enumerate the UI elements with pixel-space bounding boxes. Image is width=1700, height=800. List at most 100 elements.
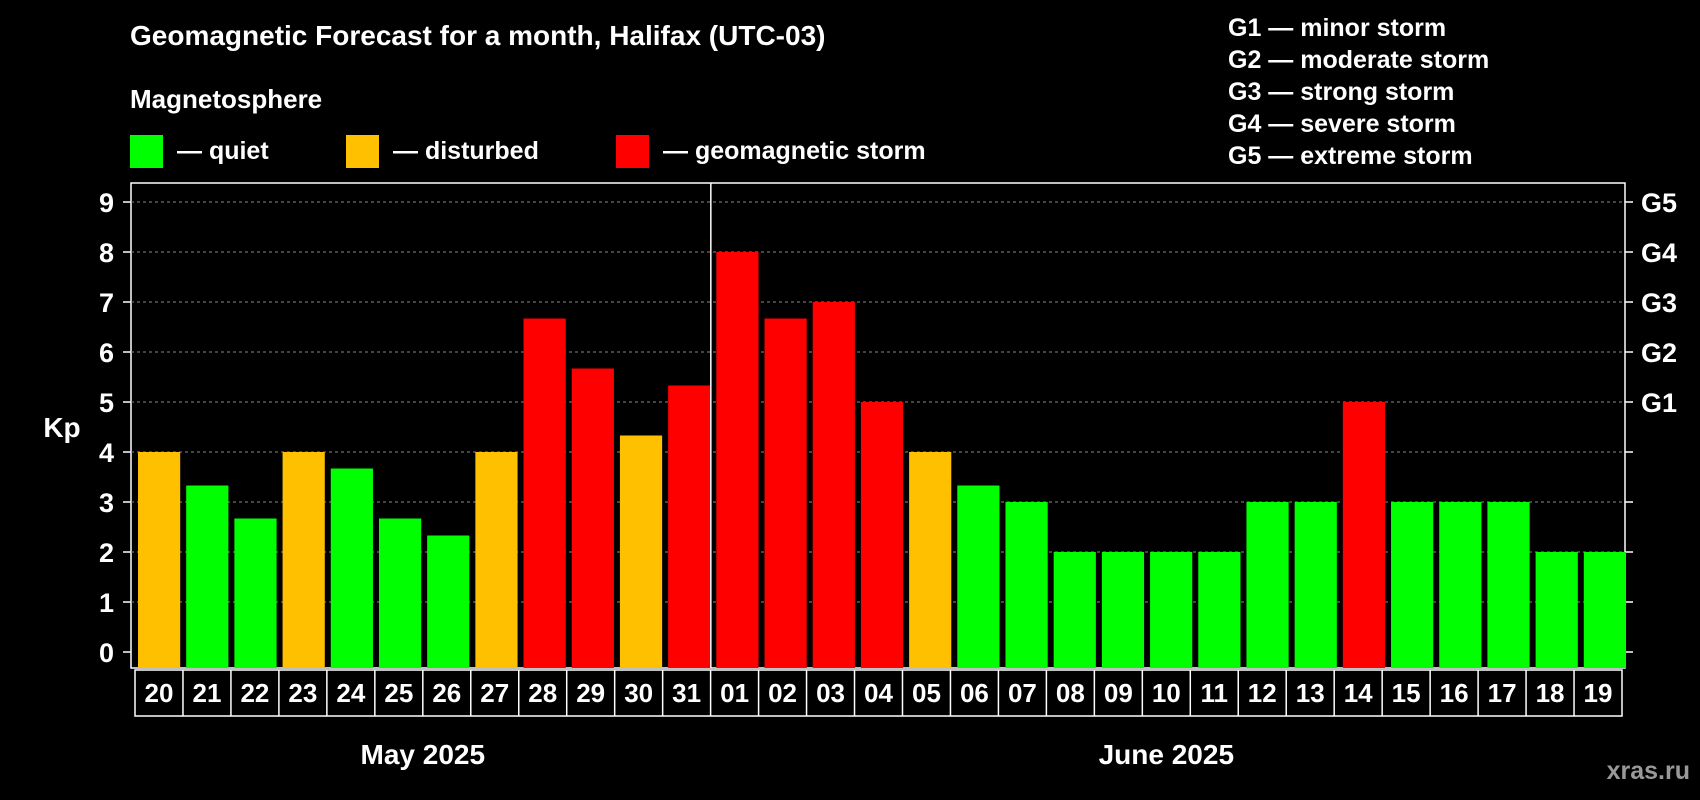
x-tick-label: 16 [1440,678,1469,708]
x-tick-label: 18 [1536,678,1565,708]
x-tick-label: 24 [336,678,365,708]
bar [1294,502,1337,668]
bar [957,485,1000,668]
bar [330,468,373,668]
legend-swatch-quiet [130,134,163,168]
x-tick-label: 30 [624,678,653,708]
x-tick-label: 21 [192,678,221,708]
y-tick-label: 2 [99,538,114,568]
y-tick-label: 4 [99,438,114,468]
bar [716,252,759,668]
bar [1487,502,1530,668]
x-tick-label: 27 [480,678,509,708]
month-label: May 2025 [361,739,486,770]
x-tick-label: 29 [576,678,605,708]
legend-label-storm: — geomagnetic storm [663,136,926,165]
bar [1342,402,1386,668]
y-axis-label: Kp [43,412,80,443]
g-axis-label: G2 [1641,338,1677,368]
y-tick-label: 5 [99,388,114,418]
x-tick-label: 25 [384,678,413,708]
bar [1101,552,1145,668]
y-tick-label: 9 [99,188,114,218]
chart-title: Geomagnetic Forecast for a month, Halifa… [130,20,826,51]
x-tick-label: 07 [1008,678,1037,708]
y-tick-label: 8 [99,238,114,268]
legend-item-quiet: — quiet [130,134,269,168]
legend-item-storm: — geomagnetic storm [616,134,926,168]
g-level-g2: G2 — moderate storm [1228,46,1490,74]
bar [282,452,325,668]
bar [234,518,277,668]
legend-label-disturbed: — disturbed [393,136,539,165]
g-level-g5: G5 — extreme storm [1228,142,1473,170]
x-tick-label: 02 [768,678,797,708]
bar [1150,552,1193,668]
bar [523,318,566,668]
bar [860,402,904,668]
bar [378,518,422,668]
bar [812,302,855,668]
bar [1439,502,1482,668]
g-level-legend: G1 — minor storm G2 — moderate storm G3 … [1228,12,1489,172]
x-tick-label: 10 [1152,678,1181,708]
g-axis-label: G3 [1641,288,1677,318]
bar [427,535,470,668]
x-tick-label: 01 [720,678,749,708]
legend-swatch-storm [616,134,649,168]
date-axis-frame [134,669,1623,717]
bar [1005,502,1048,668]
legend-label-quiet: — quiet [177,136,269,165]
bar [909,452,952,668]
bar [571,368,614,668]
x-tick-label: 14 [1344,678,1373,708]
bar [619,435,663,668]
bar [1535,552,1578,668]
legend-heading: Magnetosphere [130,84,323,114]
x-tick-label: 17 [1488,678,1517,708]
x-tick-label: 06 [960,678,989,708]
x-tick-label: 15 [1392,678,1421,708]
bar [668,385,711,668]
x-tick-label: 20 [145,678,174,708]
g-level-g3: G3 — strong storm [1228,78,1455,106]
legend-item-disturbed: — disturbed [346,134,539,168]
g-axis-label: G1 [1641,388,1677,418]
legend-swatch-disturbed [346,134,379,168]
g-axis-label: G4 [1641,238,1677,268]
g-level-g4: G4 — severe storm [1228,110,1456,138]
x-tick-label: 04 [864,678,893,708]
y-tick-label: 7 [99,288,114,318]
x-tick-label: 26 [432,678,461,708]
x-tick-label: 19 [1584,678,1613,708]
y-tick-label: 6 [99,338,114,368]
x-tick-label: 11 [1201,678,1229,708]
y-tick-label: 1 [99,588,114,618]
bar [1053,552,1096,668]
x-tick-label: 12 [1248,678,1277,708]
x-tick-label: 13 [1296,678,1325,708]
x-tick-label: 28 [528,678,557,708]
bar [1391,502,1434,668]
bar [186,485,229,668]
x-tick-label: 09 [1104,678,1133,708]
bar [138,452,181,668]
x-tick-label: 08 [1056,678,1085,708]
x-tick-label: 03 [816,678,845,708]
g-level-g1: G1 — minor storm [1228,14,1447,42]
watermark: xras.ru [1606,757,1690,785]
x-tick-label: 23 [288,678,317,708]
x-tick-label: 31 [672,678,701,708]
x-tick-label: 22 [240,678,269,708]
bar [475,452,518,668]
y-tick-label: 3 [99,488,114,518]
bar [1583,552,1626,668]
bar [1246,502,1289,668]
x-tick-label: 05 [912,678,941,708]
bar [1198,552,1241,668]
month-label: June 2025 [1099,739,1234,770]
y-tick-label: 0 [99,638,114,668]
g-axis-label: G5 [1641,188,1677,218]
bar [764,318,807,668]
